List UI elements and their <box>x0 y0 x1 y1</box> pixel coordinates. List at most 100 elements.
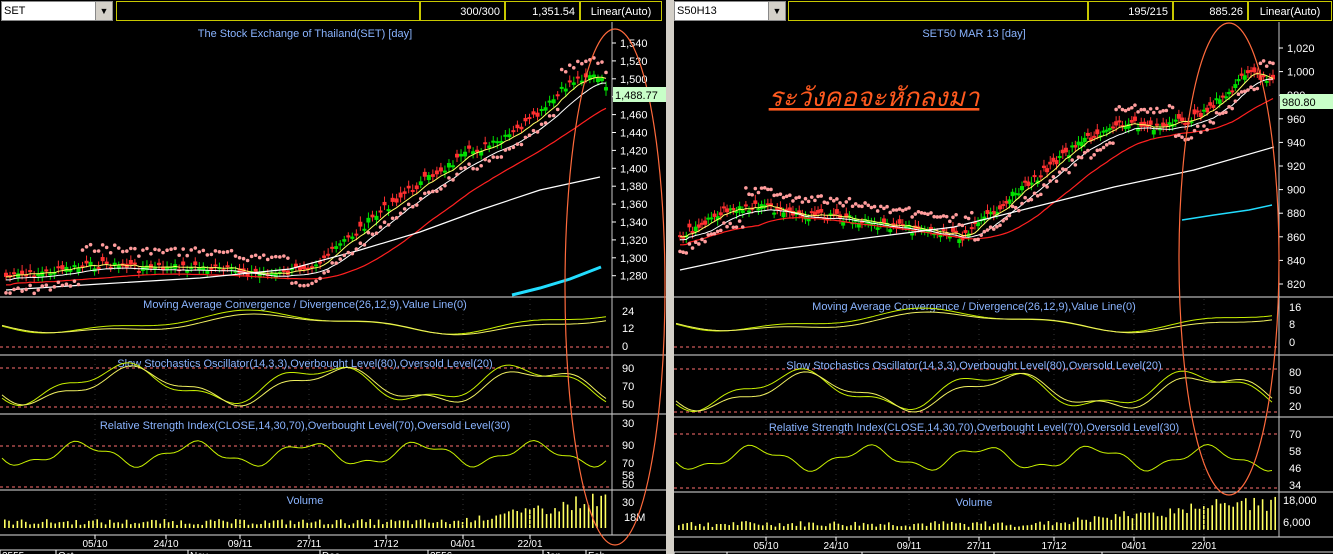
stochastic-tick-label: 30 <box>622 418 634 430</box>
sar-dot <box>759 186 764 190</box>
sar-dot <box>24 287 28 292</box>
sar-dot <box>1249 85 1253 90</box>
volume-bar <box>757 524 760 530</box>
volume-bar <box>980 523 982 530</box>
volume-bar <box>264 520 266 528</box>
bar-counter-right: 195/215 <box>1088 1 1173 21</box>
sar-dot <box>394 215 399 220</box>
sar-dot <box>76 282 81 287</box>
y-tick-label: 940 <box>1287 137 1305 149</box>
pane-divider[interactable] <box>666 0 674 554</box>
symbol-select-right[interactable]: S50H13 ▼ <box>674 1 786 21</box>
volume-bar <box>495 515 497 528</box>
volume-bar <box>41 521 44 528</box>
x-date-label: 04/01 <box>1121 541 1146 552</box>
volume-bar <box>239 519 241 528</box>
symbol-select-left[interactable]: SET ▼ <box>1 1 113 21</box>
chart-canvas-left[interactable]: The Stock Exchange of Thailand(SET) [day… <box>0 22 666 554</box>
y-tick-label: 1,500 <box>620 74 648 86</box>
chevron-down-icon[interactable]: ▼ <box>95 2 112 20</box>
sar-dot <box>342 253 347 258</box>
sar-dot <box>784 194 789 199</box>
volume-bar <box>487 519 489 528</box>
sar-dot <box>816 194 820 199</box>
y-tick-label: 1,280 <box>620 271 648 283</box>
rsi-tick-label: 50 <box>622 479 634 491</box>
volume-bar <box>12 524 14 528</box>
sar-dot <box>1246 88 1250 92</box>
volume-bar <box>50 522 52 528</box>
sar-dot <box>850 204 855 209</box>
sar-dot <box>1227 105 1231 109</box>
volume-bar <box>1224 502 1226 530</box>
volume-bar <box>100 522 103 528</box>
volume-bar <box>474 520 476 528</box>
sar-dot <box>879 204 883 209</box>
volume-bar <box>993 523 995 530</box>
sar-dot <box>1082 150 1087 155</box>
sar-dot <box>137 254 141 258</box>
sar-dot <box>954 212 958 217</box>
sar-dot <box>709 232 714 236</box>
rsi-title-left: Relative Strength Index(CLOSE,14,30,70),… <box>100 420 510 432</box>
volume-bar <box>930 522 932 530</box>
volume-bar <box>686 523 688 530</box>
chevron-down-icon[interactable]: ▼ <box>768 2 785 20</box>
volume-bar <box>344 523 346 528</box>
stochastic-tick-label: 80 <box>1289 367 1301 379</box>
sar-dot <box>483 157 487 162</box>
stochastic-title-left: Slow Stochastics Oscillator(14,3,3),Over… <box>117 358 492 370</box>
sar-dot <box>1236 92 1241 97</box>
rsi-tick-label: 70 <box>1289 429 1301 441</box>
sar-dot <box>1199 130 1203 135</box>
sar-dot <box>422 191 427 196</box>
volume-bar <box>1236 502 1239 530</box>
sar-dot <box>1173 134 1178 139</box>
volume-bar <box>997 522 999 530</box>
x-month-label: 2555 <box>2 551 25 554</box>
scale-mode-left[interactable]: Linear(Auto) <box>580 1 662 21</box>
sar-dot <box>495 155 500 160</box>
scale-mode-right[interactable]: Linear(Auto) <box>1248 1 1332 21</box>
sar-dot <box>957 222 962 227</box>
sar-dot <box>68 284 73 288</box>
sar-dot <box>963 215 968 219</box>
volume-bar <box>682 523 684 530</box>
sar-dot <box>734 225 739 229</box>
volume-bar <box>54 523 56 528</box>
sar-dot <box>684 251 689 255</box>
volume-bar <box>180 520 182 528</box>
volume-bar <box>1077 517 1079 530</box>
volume-bar <box>858 525 861 530</box>
volume-bar <box>1219 503 1222 530</box>
sar-dot <box>1155 106 1159 111</box>
volume-bar <box>230 523 233 528</box>
volume-bar <box>1009 524 1012 530</box>
sar-dot <box>1120 107 1125 112</box>
sar-dot <box>1161 108 1165 113</box>
sar-dot <box>189 248 194 252</box>
macd-tick-label: 16 <box>1289 302 1301 314</box>
chart-canvas-right[interactable]: SET50 MAR 13 [day] ระวังคอจะหักลงมา Movi… <box>674 22 1333 554</box>
volume-bar <box>163 519 166 528</box>
sar-dot <box>1217 112 1222 116</box>
volume-bar <box>235 519 237 528</box>
sar-dot <box>559 67 564 72</box>
sar-dot <box>427 190 431 195</box>
sar-dot <box>919 211 924 215</box>
price-badge-label: 980.80 <box>1282 97 1316 109</box>
volume-bar <box>804 526 806 530</box>
y-tick-label: 1,520 <box>620 56 648 68</box>
volume-bar <box>533 507 535 528</box>
sar-dot <box>398 211 403 216</box>
y-tick-label: 1,320 <box>620 235 648 247</box>
volume-bar <box>1135 513 1138 530</box>
volume-bar <box>285 524 287 528</box>
volume-bar <box>508 511 510 528</box>
volume-bar <box>33 523 35 528</box>
toolbar-left: SET ▼ 300/300 1,351.54 Linear(Auto) <box>0 0 666 22</box>
sar-dot <box>129 246 133 251</box>
y-tick-label: 1,400 <box>620 163 648 175</box>
volume-bar <box>79 524 82 528</box>
volume-bar <box>419 519 422 528</box>
